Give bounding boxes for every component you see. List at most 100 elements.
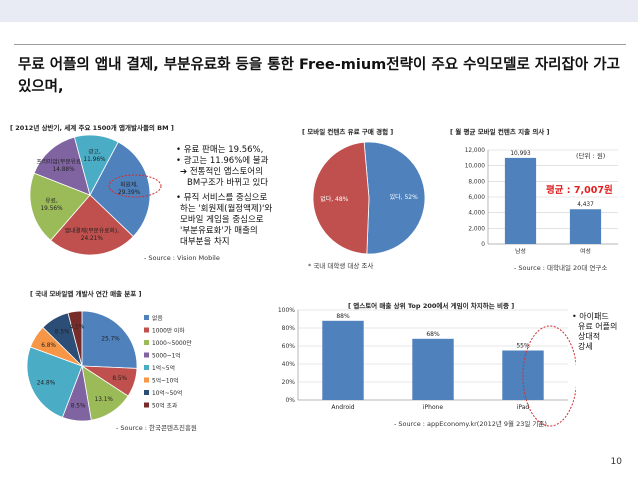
bar-value-label: 4,437 bbox=[577, 202, 594, 208]
purchase-pie-chart: 있다, 52% 없다, 48% bbox=[312, 141, 426, 255]
legend-swatch bbox=[144, 340, 149, 345]
pie-label: 6.8% bbox=[41, 343, 56, 349]
bm-pie-title: [ 2012년 상반기, 세계 주요 1500개 앱개발사들의 BM ] bbox=[10, 124, 174, 132]
note-line: 유료 어플의 bbox=[578, 322, 618, 331]
purchase-pie-source: * 국내 대학생 대상 조사 bbox=[308, 262, 374, 270]
note-line: '부분유료화'가 매출의 bbox=[180, 226, 258, 236]
legend-swatch bbox=[144, 315, 149, 320]
legend-swatch bbox=[144, 390, 149, 395]
legend-label: 없음 bbox=[152, 314, 163, 322]
note-line: BM구조가 바뀌고 있다 bbox=[187, 178, 269, 188]
legend-label: 10억~50억 bbox=[152, 389, 182, 397]
legend-label: 1억~5억 bbox=[152, 364, 175, 372]
spending-bar-panel: [ 월 평균 모바일 컨텐츠 지출 의사 ] 0 2,000 4,000 6,000 8… bbox=[446, 120, 626, 272]
bm-pie-chart: 회원제, 29.39% 앱내결제(부분유료화), 24.21%유료, 19.56% 프리미… bbox=[29, 134, 162, 256]
y-tick-label: 6,000 bbox=[468, 195, 485, 201]
note-line: 하는 '회원제(월정액제)'와 bbox=[180, 204, 273, 214]
pie-label: 있다, 52% bbox=[390, 193, 418, 201]
game-share-chart: 0% 20% 40% 60% 80% 100% 88% Android 68% iPhone 55%… bbox=[278, 307, 576, 427]
y-tick-label: 0 bbox=[481, 242, 485, 248]
pie-slice bbox=[26, 346, 83, 418]
pie-slice bbox=[89, 141, 151, 238]
y-tick-label: 8,000 bbox=[468, 179, 485, 185]
note-line: • 유료 판매는 19.56%, bbox=[176, 145, 264, 155]
x-tick-label: iPhone bbox=[423, 404, 444, 411]
spending-bar-title: [ 월 평균 모바일 컨텐츠 지출 의사 ] bbox=[450, 128, 550, 136]
pie-label: 프리미엄(부분유료화), 14.88% bbox=[36, 157, 91, 173]
legend-label: 1000~5000만 bbox=[152, 339, 192, 347]
pie-label: 없다, 48% bbox=[320, 195, 348, 203]
legend-label: 5000~1억 bbox=[152, 352, 181, 360]
ipad-highlight-circle bbox=[522, 325, 576, 427]
pie-label: 8.5% bbox=[71, 403, 86, 409]
game-share-source: - Source : appEconomy.kr(2012년 9월 23일 기준… bbox=[394, 420, 547, 428]
ipad-note: • 아이패드 유료 어플의 상대적 강세 bbox=[572, 312, 632, 352]
pie-label: 회원제, 29.39% bbox=[118, 181, 141, 197]
y-tick-label: 2,000 bbox=[468, 226, 485, 232]
page-number: 10 bbox=[610, 457, 622, 467]
highlight-circle bbox=[108, 174, 162, 198]
bm-pie-source: - Source : Vision Mobile bbox=[144, 254, 220, 262]
pie-slice bbox=[73, 134, 119, 197]
revenue-pie-panel: [ 국내 모바일앱 개발사 연간 매출 분포 ] 25.7% 8.5% 13.1% 8… bbox=[24, 284, 204, 434]
y-tick-label: 40% bbox=[282, 361, 296, 368]
header-rule bbox=[14, 44, 626, 45]
pie-slice bbox=[67, 310, 83, 367]
x-tick-label: 남성 bbox=[515, 247, 526, 255]
legend-swatch bbox=[144, 352, 149, 358]
pie-label: 24.8% bbox=[37, 380, 56, 386]
pie-slice bbox=[81, 310, 138, 369]
pie-slice bbox=[363, 141, 426, 255]
pie-slice bbox=[50, 194, 134, 256]
pie-slice bbox=[312, 141, 370, 255]
slide-headline: 무료 어플의 앱내 결제, 부분유료화 등을 통한 Free-mium전략이 주… bbox=[18, 57, 620, 95]
purchase-pie-panel: [ 모바일 컨텐츠 유료 구매 경험 ] 있다, 52% 없다, 48% * 국내… bbox=[296, 120, 441, 270]
legend-swatch bbox=[144, 327, 149, 333]
header-band bbox=[0, 0, 638, 22]
note-line: ➔ 전통적인 앱스토어의 bbox=[180, 167, 263, 177]
bar bbox=[322, 320, 364, 400]
revenue-pie-chart: 25.7%8.5%13.1%8.5%24.8%6.8%8.5%4.1% 없음10… bbox=[26, 310, 192, 422]
legend-swatch bbox=[144, 377, 149, 383]
y-tick-label: 60% bbox=[282, 343, 296, 350]
spending-source: - Source : 대학내일 20대 연구소 bbox=[514, 264, 608, 272]
legend-swatch bbox=[144, 402, 149, 408]
note-line: 강세 bbox=[578, 342, 593, 351]
y-tick-label: 10,000 bbox=[465, 164, 486, 170]
pie-label: 4.1% bbox=[70, 325, 85, 331]
note-line: • 아이패드 bbox=[572, 312, 609, 321]
y-tick-label: 20% bbox=[282, 379, 296, 386]
purchase-pie-title: [ 모바일 컨텐츠 유료 구매 경험 ] bbox=[302, 128, 394, 136]
game-share-panel: [ 앱스토어 매출 상위 Top 200에서 게임이 차지하는 비중 ] 0% 2… bbox=[276, 296, 576, 436]
bar bbox=[504, 157, 537, 244]
y-tick-label: 12,000 bbox=[465, 148, 486, 154]
revenue-pie-title: [ 국내 모바일앱 개발사 연간 매출 분포 ] bbox=[30, 290, 142, 298]
bar-value-label: 10,993 bbox=[510, 151, 531, 157]
bar-value-label: 68% bbox=[426, 331, 440, 338]
pie-label: 25.7% bbox=[101, 337, 120, 343]
pie-label: 앱내결제(부분유료화), 24.21% bbox=[65, 227, 120, 243]
spending-bar-chart: 0 2,000 4,000 6,000 8,000 10,000 12,000 10,993 남… bbox=[465, 148, 618, 255]
game-share-title: [ 앱스토어 매출 상위 Top 200에서 게임이 차지하는 비중 ] bbox=[348, 302, 515, 310]
spending-average: 평균 : 7,007원 bbox=[546, 185, 613, 196]
y-tick-label: 80% bbox=[282, 325, 296, 332]
pie-label: 유료, 19.56% bbox=[40, 197, 63, 212]
bar-value-label: 55% bbox=[516, 343, 530, 350]
legend-label: 5억~10억 bbox=[152, 377, 179, 385]
bar-value-label: 88% bbox=[336, 313, 350, 320]
spending-unit: (단위 : 원) bbox=[576, 152, 606, 160]
bar bbox=[569, 209, 602, 244]
pie-label: 8.5% bbox=[55, 330, 70, 336]
y-tick-label: 100% bbox=[278, 307, 295, 314]
note-line: • 뮤직 서비스를 중심으로 bbox=[176, 193, 268, 203]
y-tick-label: 0% bbox=[285, 397, 295, 404]
x-tick-label: Android bbox=[331, 404, 354, 411]
note-line: 대부분을 차지 bbox=[180, 237, 230, 247]
pie-label: 8.5% bbox=[112, 376, 127, 382]
x-tick-label: iPad bbox=[517, 404, 530, 411]
pie-label: 13.1% bbox=[95, 397, 114, 403]
bm-pie-panel: [ 2012년 상반기, 세계 주요 1500개 앱개발사들의 BM ] 회원제… bbox=[8, 120, 288, 262]
note-line: • 광고는 11.96%에 불과 bbox=[176, 156, 269, 166]
legend-swatch bbox=[144, 365, 149, 370]
bar bbox=[412, 338, 454, 400]
